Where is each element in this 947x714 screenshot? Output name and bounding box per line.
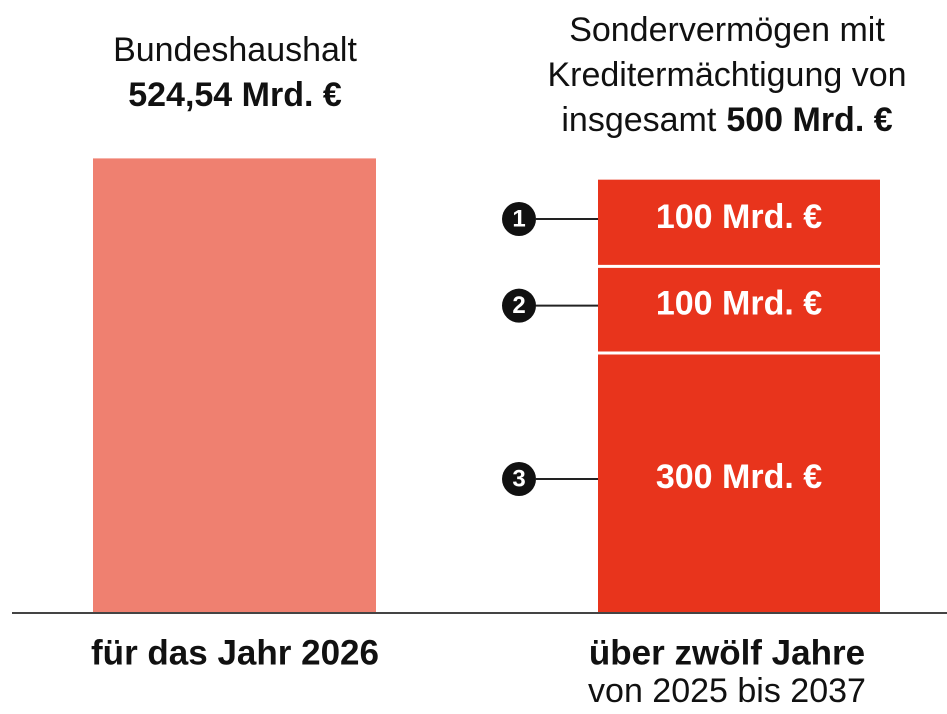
bar-subcaption: von 2025 bis 2037 bbox=[588, 672, 866, 710]
bar-caption: für das Jahr 2026 bbox=[91, 633, 379, 672]
bar-title: Sondervermögen mit bbox=[569, 11, 885, 49]
total-label: 500 Mrd. € bbox=[726, 101, 892, 139]
marker bbox=[502, 288, 536, 323]
bar-caption: über zwölf Jahre bbox=[589, 633, 865, 672]
value-label: 524,54 Mrd. € bbox=[128, 76, 342, 114]
bar-segment bbox=[598, 353, 880, 613]
bar-segment bbox=[598, 179, 880, 267]
segment-label: 100 Mrd. € bbox=[656, 285, 822, 323]
segment-label: 100 Mrd. € bbox=[656, 198, 822, 236]
marker-number: 2 bbox=[512, 292, 525, 319]
bar-segment bbox=[598, 266, 880, 353]
bar-title-line: Kreditermächtigung von bbox=[547, 56, 906, 94]
bar bbox=[93, 158, 376, 613]
bar-title: insgesamt 500 Mrd. € bbox=[561, 101, 892, 139]
segment-label: 300 Mrd. € bbox=[656, 458, 822, 496]
marker bbox=[502, 202, 536, 236]
bar-title-line: Bundeshaushalt bbox=[113, 31, 357, 69]
bar-title-line: Sondervermögen mit bbox=[569, 11, 885, 49]
marker-number: 1 bbox=[512, 205, 525, 232]
bar-title: Bundeshaushalt bbox=[113, 31, 357, 69]
marker-number: 3 bbox=[512, 465, 525, 492]
marker bbox=[502, 462, 536, 496]
bar-title-line: insgesamt bbox=[561, 101, 717, 139]
bar-title: Kreditermächtigung von bbox=[547, 56, 906, 94]
